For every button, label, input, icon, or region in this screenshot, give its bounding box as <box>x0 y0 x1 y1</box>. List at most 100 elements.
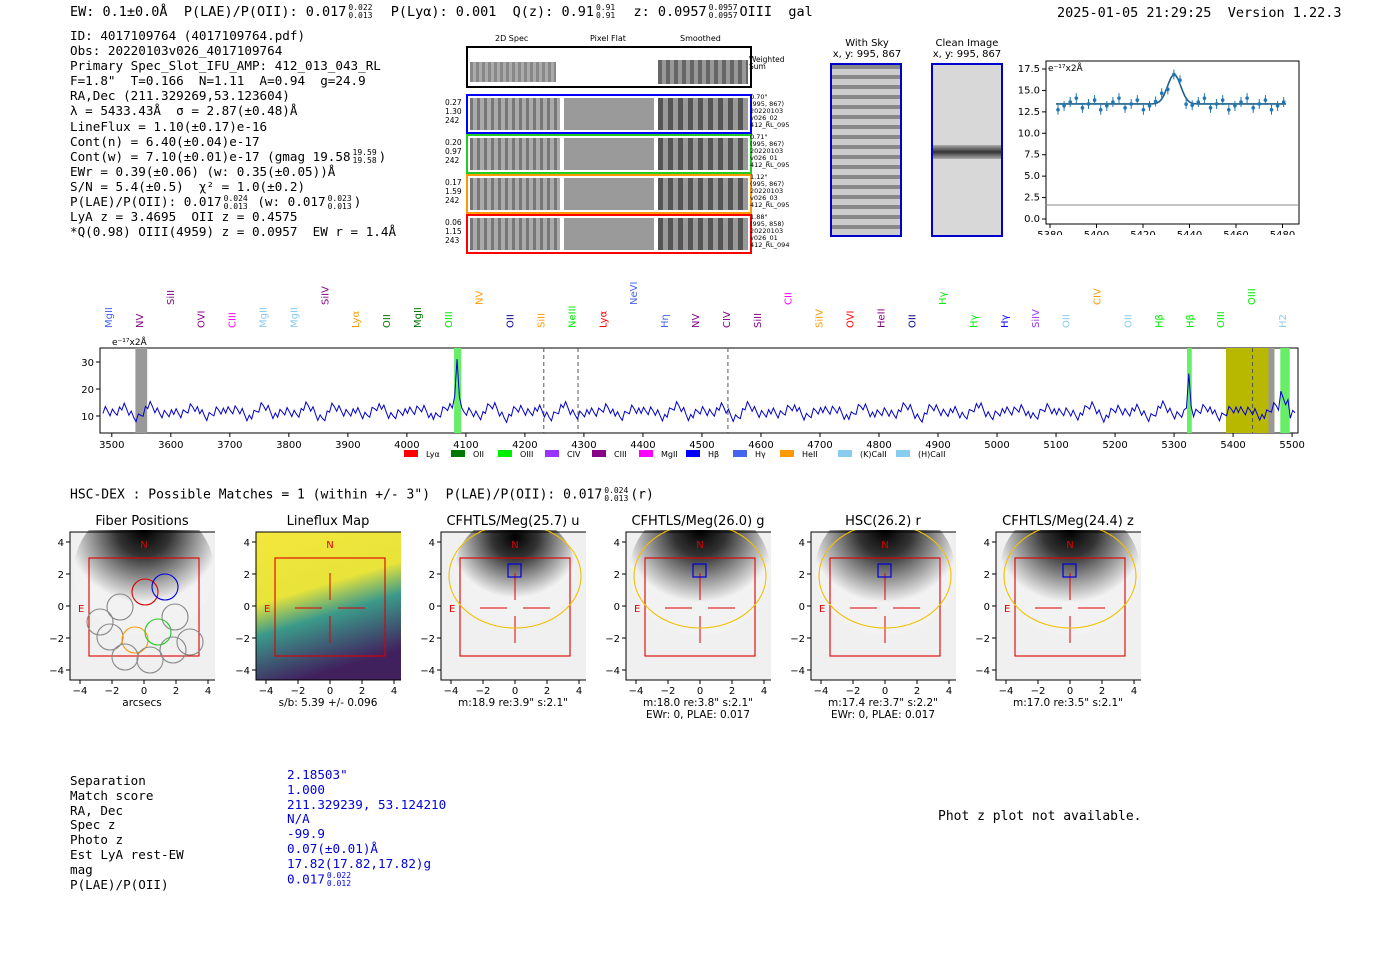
detection-info: ID: 4017109764 (4017109764.pdf) Obs: 202… <box>70 28 396 239</box>
zoom-data-point <box>1123 106 1127 110</box>
legend-label: MgII <box>661 450 678 459</box>
fiber-row-left-1: 0.27 1.30 242 <box>445 98 462 125</box>
legend-swatch <box>896 450 910 457</box>
cutout-xtick-label: 2 <box>544 686 550 697</box>
legend-swatch <box>838 450 852 457</box>
fiber-row-left-2: 0.20 0.97 242 <box>445 138 462 165</box>
cutout-xtick-label: −2 <box>476 686 491 697</box>
fs-grey-band <box>135 348 148 433</box>
info-contn: Cont(n) = 6.40(±0.04)e-17 <box>70 133 260 149</box>
match-value-mag: 17.82(17.82,17.82)g <box>287 855 432 871</box>
fs-line-label: OII <box>907 314 918 328</box>
aperture-box <box>644 557 756 657</box>
fiber-circle <box>159 636 187 664</box>
fs-line-label: HeII <box>876 308 887 328</box>
fs-line-label: NeVI <box>629 282 640 305</box>
zoom-data-point <box>1178 78 1182 82</box>
cutout-ytick-label: −4 <box>421 666 435 677</box>
header-right: 2025-01-05 21:29:25 Version 1.22.3 <box>1057 5 1342 21</box>
aperture-box <box>829 557 941 657</box>
cutout-xtick-label: −4 <box>259 686 274 697</box>
zoom-data-point <box>1220 98 1225 102</box>
fs-xtick-label: 4000 <box>394 440 419 451</box>
cutout-xtick-label: −2 <box>846 686 861 697</box>
cutout-xtick-label: 4 <box>205 686 211 697</box>
galaxy-blob <box>74 530 214 635</box>
fiber-circle <box>151 573 179 601</box>
fiber-circle <box>161 603 189 631</box>
cutout-xtick-label: 0 <box>697 686 703 697</box>
legend-label: HeII <box>802 450 818 459</box>
cutout-ytick-label: 4 <box>429 538 435 549</box>
source-ellipse <box>633 530 767 629</box>
zoom-data-point <box>1153 99 1158 104</box>
fs-line-label: SiIV <box>320 286 331 305</box>
zoom-ytick-label: 10.0 <box>1018 128 1040 139</box>
fs-xtick-label: 4800 <box>866 440 891 451</box>
cutout-xtick-label: 2 <box>729 686 735 697</box>
north-label: N <box>881 540 888 551</box>
fiber-row-right-4: 1.88" (995, 858) 20220103 v026_01 412_RL_094 <box>750 213 790 249</box>
zoom-data-point <box>1080 106 1085 110</box>
lineflux-map <box>256 532 401 680</box>
zoom-data-point <box>1196 100 1201 104</box>
info-obs: Obs: 20220103v026_4017109764 <box>70 43 283 59</box>
zoom-data-point <box>1190 103 1194 108</box>
north-label: N <box>326 540 333 551</box>
zoom-ytick-label: 2.5 <box>1024 193 1040 204</box>
cutout-image-4: N E 4 2 0 −2 −4 −4 −2 0 2 4 <box>606 530 771 697</box>
cutout-ytick-label: −4 <box>976 666 990 677</box>
legend-label: (H)CaII <box>918 450 945 459</box>
fs-line-label: H2 <box>1278 314 1289 328</box>
zoom-data-point <box>1086 102 1091 106</box>
east-label: E <box>634 604 640 615</box>
match-label-plae: P(LAE)/P(OII) <box>70 876 169 892</box>
cutout-xtick-label: −4 <box>73 686 88 697</box>
cutout-xtick-label: 4 <box>576 686 582 697</box>
zoom-data-point <box>1056 108 1060 112</box>
match-value-separation: 2.18503" <box>287 767 348 782</box>
legend-label: Hγ <box>755 450 766 459</box>
blue-target-box <box>507 563 522 578</box>
zoom-data-point <box>1251 106 1255 110</box>
cutout-ytick-label: −2 <box>421 634 435 645</box>
fs-line-label: SiIV <box>1031 309 1042 328</box>
match-value-radec: 211.329239, 53.124210 <box>287 796 447 812</box>
east-label: E <box>819 604 825 615</box>
fiber-circle <box>136 646 164 674</box>
fiber-row-right-1: 0.70" (995, 867) 20220103 v026_02 412_RL_095 <box>750 93 790 129</box>
info-radec: RA,Dec (211.329269,53.123604) <box>70 88 290 104</box>
fs-line-label: NV <box>475 291 486 305</box>
cutout-ytick-label: −4 <box>50 666 64 677</box>
cutout-caption-1: arcsecs <box>122 697 162 709</box>
cutout-ytick-label: 2 <box>614 570 620 581</box>
zoom-data-point <box>1208 106 1213 110</box>
aperture-box <box>1014 557 1126 657</box>
cutout-title-6: CFHTLS/Meg(24.4) z <box>1002 514 1134 529</box>
fs-xtick-label: 4400 <box>630 440 655 451</box>
fiber-row-2 <box>466 134 752 174</box>
plya-value: P(Lyα): 0.001 <box>390 4 497 20</box>
legend-label: (K)CaII <box>860 450 887 459</box>
cutout-ytick-label: 0 <box>244 602 250 613</box>
fs-line-label: Lyα <box>351 310 362 328</box>
timestamp: 2025-01-05 21:29:25 <box>1057 5 1212 21</box>
zoom-data-point <box>1227 108 1231 112</box>
info-lineflux: LineFlux = 1.10(±0.17)e-16 <box>70 118 268 134</box>
fiber-circle <box>144 618 172 646</box>
match-value-specz: N/A <box>287 811 310 827</box>
zoom-data-point <box>1092 98 1097 102</box>
hsc-title: HSC-DEX : Possible Matches = 1 (within +… <box>70 486 654 503</box>
blue-target-box <box>877 563 892 578</box>
aperture-box <box>459 557 571 657</box>
zoom-data-point <box>1166 87 1170 92</box>
cutout-ytick-label: 4 <box>614 538 620 549</box>
zoom-data-point <box>1135 98 1140 102</box>
fs-line-label: SiII <box>537 313 548 328</box>
plae-value: P(LAE)/P(OII): 0.017 <box>183 4 347 20</box>
weighted-sum-label: Weighted Sum <box>749 55 785 71</box>
cutout-caption-3: m:18.9 re:3.9" s:2.1" <box>458 697 568 709</box>
fs-xtick-label: 5000 <box>984 440 1009 451</box>
line-name: OIII <box>739 4 773 20</box>
cutout-xtick-label: 2 <box>1099 686 1105 697</box>
